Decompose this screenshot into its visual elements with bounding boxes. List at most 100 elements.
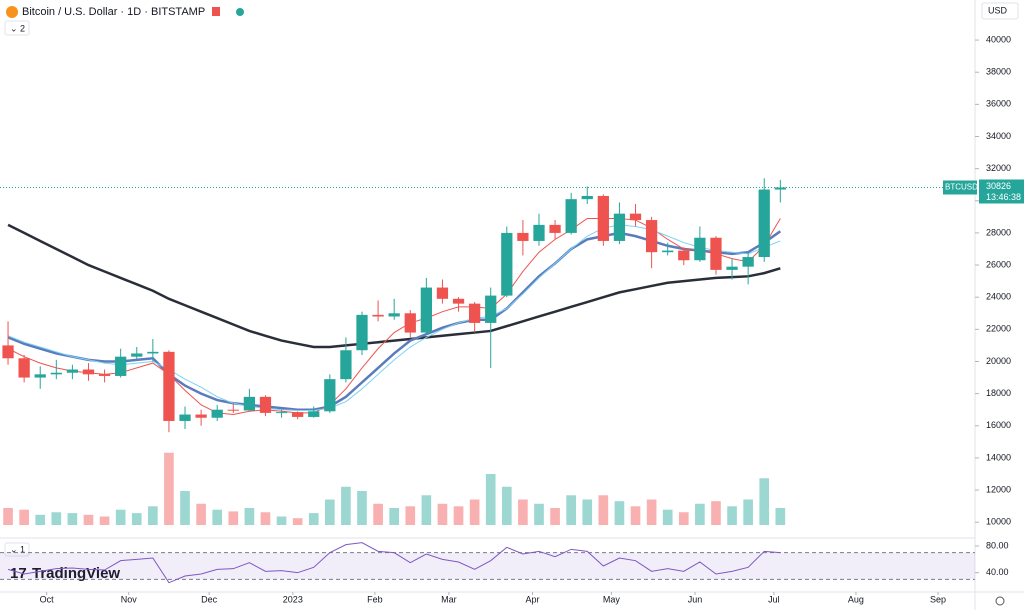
candle-body	[581, 195, 593, 200]
x-tick-label: Sep	[930, 594, 946, 604]
y-tick-label: 10000	[986, 517, 1011, 527]
candle-body	[324, 379, 336, 412]
x-tick-label: Jun	[688, 594, 703, 604]
candle-body	[243, 396, 256, 411]
currency: USD	[988, 5, 1008, 15]
candle-body	[211, 409, 223, 418]
rsi-line	[7, 542, 781, 584]
currency-button[interactable]	[981, 2, 1019, 20]
candle-body	[485, 295, 497, 323]
symbol-label: BTCUSD	[945, 183, 978, 192]
volume-bar	[35, 514, 46, 525]
candle-body	[517, 232, 529, 241]
indicator-toggle[interactable]	[4, 20, 30, 36]
y-tick-label: 14000	[986, 452, 1011, 462]
indicator-count: 2	[20, 23, 25, 33]
candle-body	[227, 409, 239, 411]
y-tick-label: 28000	[986, 227, 1011, 237]
rsi-count: 1	[20, 544, 25, 554]
countdown: 13:46:38	[986, 192, 1021, 202]
candle-body	[452, 298, 465, 304]
candle-body	[98, 374, 111, 376]
candle-body	[356, 314, 368, 351]
y-tick-label: 40000	[986, 34, 1011, 44]
candle-body	[340, 350, 352, 380]
volume-bar	[228, 511, 239, 525]
candle-body	[131, 353, 143, 357]
chevron: ⌄	[10, 544, 18, 554]
x-tick-label: May	[603, 594, 621, 604]
x-tick-label: Apr	[526, 594, 540, 604]
volume-bar	[51, 512, 62, 525]
volume-bar	[373, 503, 383, 525]
volume-bar	[469, 499, 480, 525]
volume-bar	[711, 501, 721, 525]
volume-bar	[260, 512, 271, 525]
volume-bar	[518, 499, 528, 525]
volume-bar	[341, 486, 351, 525]
candle-body	[420, 287, 432, 333]
candle-body	[115, 356, 127, 376]
candle-body	[613, 213, 626, 241]
volume-bar	[180, 491, 190, 525]
candle-body	[597, 195, 609, 241]
candle-body	[66, 369, 79, 373]
volume-bar	[614, 501, 625, 525]
candle-body	[694, 237, 706, 261]
x-tick-label: Jul	[768, 594, 780, 604]
candle-body	[710, 237, 722, 270]
rsi-band	[0, 552, 975, 580]
moving-average	[7, 223, 781, 349]
x-tick-label: Mar	[441, 594, 457, 604]
candle-body	[742, 257, 754, 267]
y-tick-label: 32000	[986, 163, 1011, 173]
volume-bar	[19, 509, 29, 525]
candle-body	[629, 213, 642, 221]
volume-bar	[759, 478, 770, 525]
y-tick-label: 36000	[986, 99, 1011, 109]
chart-title[interactable]: Bitcoin / U.S. Dollar · 1D · BITSTAMP	[22, 6, 205, 18]
y-tick-label: 26000	[986, 259, 1011, 269]
volume-bar	[501, 486, 512, 525]
volume-bar	[164, 452, 174, 525]
y-tick-label: 20000	[986, 356, 1011, 366]
volume-bar	[389, 508, 400, 525]
candle-body	[645, 220, 658, 253]
status-dot	[236, 8, 244, 16]
candle-body	[565, 199, 577, 233]
volume-bar	[678, 512, 689, 525]
volume-bar	[325, 499, 335, 525]
candle-body	[678, 250, 690, 261]
volume-bar	[292, 518, 303, 525]
candle-body	[468, 303, 481, 323]
volume-bar	[598, 495, 609, 525]
x-tick-label: Aug	[848, 594, 864, 604]
volume-bar	[630, 506, 641, 525]
volume-bar	[115, 509, 126, 525]
y-tick-label: 16000	[986, 420, 1011, 430]
volume-bar	[582, 499, 593, 525]
settings-icon[interactable]	[995, 596, 1005, 606]
y-tick-label: 22000	[986, 324, 1011, 334]
candle-body	[501, 232, 513, 296]
symbol-icon	[6, 6, 18, 18]
volume-bar	[148, 506, 158, 525]
flag-icon	[212, 7, 220, 16]
volume-bar	[566, 495, 576, 525]
rsi-tick-label: 40.00	[986, 567, 1009, 577]
candle-body	[163, 351, 175, 421]
candle-body	[2, 345, 14, 359]
volume-bar	[550, 508, 560, 525]
volume-bar	[485, 474, 496, 525]
logo-mark: 17	[10, 565, 27, 582]
volume-bar	[67, 513, 78, 525]
volume-bar	[131, 513, 142, 525]
volume-bar	[357, 491, 367, 525]
rsi-tick-label: 80.00	[986, 540, 1009, 550]
candle-body	[147, 351, 159, 354]
volume-bar	[662, 509, 673, 525]
x-tick-label: Dec	[201, 594, 218, 604]
volume-bar	[775, 508, 786, 525]
symbol-tag	[943, 180, 977, 195]
